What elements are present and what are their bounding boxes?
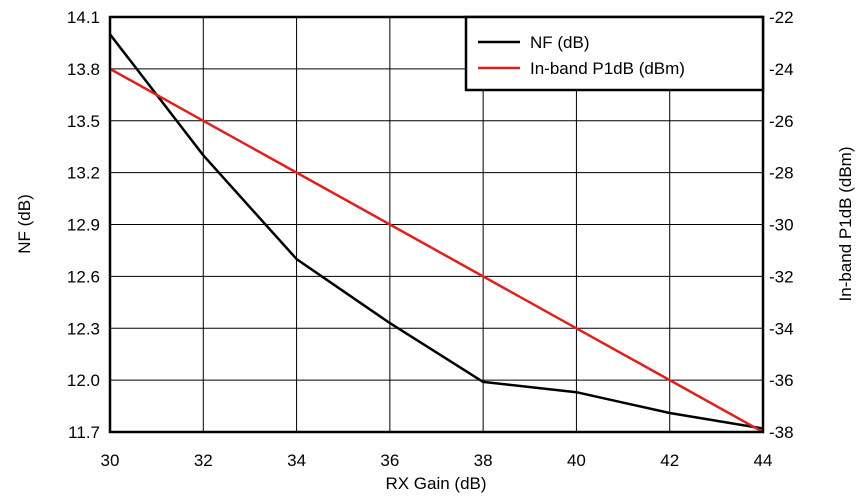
legend-label-nf: NF (dB): [530, 33, 590, 52]
x-tick-label: 40: [567, 451, 586, 470]
x-tick-label: 36: [380, 451, 399, 470]
y-tick-label: 13.5: [67, 112, 100, 131]
x-tick-labels: 30 32 34 36 38 40 42 44: [101, 451, 773, 470]
x-tick-label: 42: [660, 451, 679, 470]
y2-tick-labels: -38 -36 -34 -32 -30 -28 -26 -24 -22: [769, 8, 794, 442]
y2-axis-title: In-band P1dB (dBm): [836, 147, 855, 302]
y-tick-label: 12.3: [67, 319, 100, 338]
y-tick-label: 12.0: [67, 371, 100, 390]
y2-tick-label: -30: [769, 216, 794, 235]
y2-tick-label: -36: [769, 371, 794, 390]
y-tick-label: 11.7: [68, 423, 100, 442]
x-tick-label: 44: [754, 451, 773, 470]
y-tick-label: 14.1: [67, 8, 100, 27]
y2-tick-label: -26: [769, 112, 794, 131]
y-tick-label: 13.2: [67, 164, 100, 183]
plot-frame: [108, 15, 765, 434]
x-axis-title: RX Gain (dB): [385, 474, 486, 493]
y2-tick-label: -38: [769, 423, 794, 442]
y-tick-labels: 11.7 12.0 12.3 12.6 12.9 13.2 13.5 13.8 14.1: [67, 8, 100, 442]
legend-box: [464, 15, 765, 92]
series-line-p1db: [109, 67, 764, 434]
y-tick-label: 12.9: [67, 216, 100, 235]
y-tick-label: 12.6: [67, 267, 100, 286]
legend: NF (dB) In-band P1dB (dBm): [464, 15, 765, 92]
y2-tick-label: -32: [769, 267, 794, 286]
x-tick-label: 30: [101, 451, 120, 470]
x-tick-label: 38: [474, 451, 493, 470]
x-tick-label: 34: [287, 451, 306, 470]
y-tick-label: 13.8: [67, 60, 100, 79]
y-axis-title: NF (dB): [15, 194, 34, 254]
legend-label-p1db: In-band P1dB (dBm): [530, 59, 685, 78]
x-tick-label: 32: [194, 451, 213, 470]
series-line-nf: [109, 33, 764, 430]
y2-tick-label: -24: [769, 60, 794, 79]
series-layer: [109, 33, 764, 434]
y2-tick-label: -34: [769, 319, 794, 338]
y2-tick-label: -28: [769, 164, 794, 183]
y2-tick-label: -22: [769, 8, 794, 27]
